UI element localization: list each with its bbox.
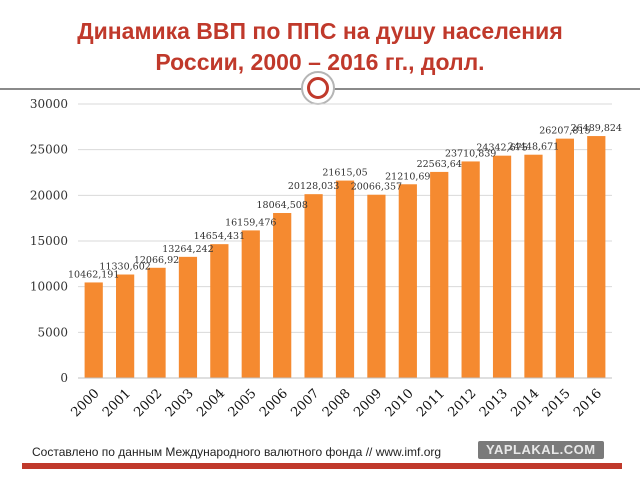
bar-2016 xyxy=(587,136,606,378)
data-label-2000: 10462,191 xyxy=(68,269,119,280)
x-tick-label-2008: 2008 xyxy=(320,386,354,420)
bars xyxy=(84,136,606,378)
bar-2005 xyxy=(241,230,260,378)
bar-2010 xyxy=(398,184,417,378)
data-label-2009: 20066,357 xyxy=(351,182,402,193)
y-tick-label: 5000 xyxy=(37,325,68,339)
bar-chart: 0 5000 10000 15000 20000 25000 30000 10462,191… xyxy=(30,97,622,420)
y-axis-ticks: 0 5000 10000 15000 20000 25000 30000 xyxy=(30,97,68,385)
bar-2013 xyxy=(492,155,512,378)
bar-2009 xyxy=(367,194,386,378)
x-tick-label-2003: 2003 xyxy=(163,386,197,420)
data-label-2008: 21615,05 xyxy=(322,168,367,179)
bar-2007 xyxy=(304,194,323,378)
bar-2003 xyxy=(178,256,198,378)
chart-title-line-2: России, 2000 – 2016 гг., долл. xyxy=(155,49,485,75)
data-label-2011: 22563,64 xyxy=(417,159,462,170)
data-label-2002: 12066,92 xyxy=(134,255,179,266)
x-tick-label-2011: 2011 xyxy=(414,386,448,420)
y-tick-label: 10000 xyxy=(30,280,68,294)
y-tick-label: 25000 xyxy=(30,143,68,157)
bar-2011 xyxy=(430,171,449,378)
data-label-2001: 11330,602 xyxy=(99,262,150,273)
x-tick-label-2014: 2014 xyxy=(508,386,542,420)
data-label-2014: 24448,671 xyxy=(508,142,559,153)
data-label-2005: 16159,476 xyxy=(225,217,276,228)
bar-2012 xyxy=(461,161,480,378)
data-label-2013: 24342,675 xyxy=(476,143,527,154)
x-tick-label-2004: 2004 xyxy=(194,386,228,420)
y-tick-label: 15000 xyxy=(30,234,68,248)
data-label-2010: 21210,69 xyxy=(385,171,430,182)
x-tick-label-2016: 2016 xyxy=(571,386,605,420)
data-label-2006: 18064,508 xyxy=(256,200,307,211)
bar-2000 xyxy=(84,282,103,378)
data-label-2004: 14654,431 xyxy=(194,231,245,242)
data-label-2015: 26207,815 xyxy=(539,126,590,137)
bar-2001 xyxy=(116,274,135,378)
x-tick-label-2010: 2010 xyxy=(383,386,417,420)
bar-2008 xyxy=(335,180,355,378)
chart-title-line-1: Динамика ВВП по ППС на душу населения xyxy=(77,18,563,44)
data-label-2012: 23710,839 xyxy=(445,148,496,159)
bar-2006 xyxy=(273,213,292,378)
y-tick-label: 0 xyxy=(60,371,68,385)
x-axis-ticks: 2000200120022003200420052006200720082009… xyxy=(69,386,606,420)
x-tick-label-2006: 2006 xyxy=(257,386,291,420)
x-tick-label-2001: 2001 xyxy=(100,386,134,420)
x-tick-label-2013: 2013 xyxy=(477,386,511,420)
x-tick-label-2012: 2012 xyxy=(445,386,479,420)
x-tick-label-2005: 2005 xyxy=(226,386,260,420)
ring-icon xyxy=(307,77,329,99)
data-label-2016: 26489,824 xyxy=(571,123,622,134)
footer-accent-bar xyxy=(22,463,622,469)
data-label-2003: 13264,242 xyxy=(162,244,213,255)
bar-2002 xyxy=(147,267,166,378)
source-note: Составлено по данным Международного валю… xyxy=(32,445,442,459)
y-tick-label: 30000 xyxy=(30,97,68,111)
x-tick-label-2002: 2002 xyxy=(131,386,165,420)
x-tick-label-2000: 2000 xyxy=(69,386,103,420)
y-tick-label: 20000 xyxy=(30,188,68,202)
bar-2004 xyxy=(210,244,229,378)
bar-2015 xyxy=(555,138,574,378)
bar-2014 xyxy=(524,154,543,378)
watermark: YAPLAKAL.COM xyxy=(478,441,604,459)
x-tick-label-2007: 2007 xyxy=(288,386,322,420)
x-tick-label-2009: 2009 xyxy=(351,386,385,420)
x-tick-label-2015: 2015 xyxy=(540,386,574,420)
data-label-2007: 20128,033 xyxy=(288,181,339,192)
